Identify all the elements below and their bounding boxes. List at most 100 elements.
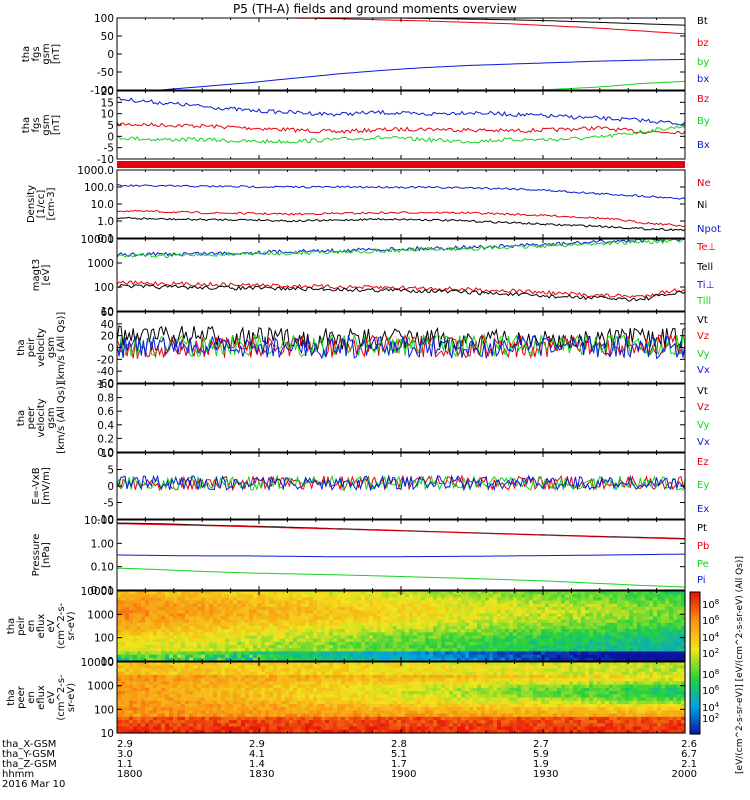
heat-cell: [209, 657, 214, 662]
heat-cell: [321, 591, 326, 595]
heat-cell: [381, 641, 386, 646]
heat-cell: [533, 626, 538, 630]
heat-cell: [353, 657, 358, 662]
heat-cell: [277, 716, 282, 721]
heat-cell: [137, 651, 142, 656]
heat-cell: [353, 603, 358, 608]
heat-cell: [549, 600, 554, 605]
heat-cell: [233, 645, 238, 649]
heat-cell: [145, 654, 150, 659]
heat-cell: [553, 635, 558, 640]
heat-cell: [277, 700, 282, 705]
heat-cell: [373, 648, 378, 653]
heat-cell: [305, 606, 310, 611]
heat-cell: [261, 684, 266, 689]
heat-cell: [153, 700, 158, 705]
heat-cell: [301, 723, 306, 728]
heat-cell: [117, 594, 122, 598]
heat-cell: [521, 610, 526, 614]
heat-cell: [229, 641, 234, 646]
heat-cell: [309, 703, 314, 708]
heat-cell: [181, 703, 186, 708]
heat-cell: [273, 713, 278, 718]
heat-cell: [201, 723, 206, 728]
heat-cell: [285, 626, 290, 630]
heat-cell: [653, 600, 658, 605]
heat-cell: [165, 691, 170, 695]
heat-cell: [641, 629, 646, 633]
heat-cell: [201, 668, 206, 673]
heat-cell: [121, 632, 126, 637]
heat-cell: [445, 641, 450, 646]
heat-cell: [181, 697, 186, 702]
heat-cell: [337, 691, 342, 695]
heat-cell: [249, 626, 254, 630]
heat-cell: [645, 641, 650, 646]
heat-cell: [217, 591, 222, 595]
heat-cell: [261, 674, 266, 679]
heat-cell: [617, 594, 622, 598]
heat-cell: [529, 606, 534, 611]
heat-cell: [417, 591, 422, 595]
heat-cell: [245, 632, 250, 637]
heat-cell: [165, 635, 170, 640]
heat-cell: [129, 694, 134, 699]
heat-cell: [309, 610, 314, 614]
heat-cell: [221, 635, 226, 640]
heat-cell: [229, 687, 234, 692]
heat-cell: [301, 697, 306, 702]
heat-cell: [153, 703, 158, 708]
heat-cell: [237, 723, 242, 728]
heat-cell: [569, 651, 574, 656]
heat-cell: [161, 694, 166, 699]
heat-cell: [269, 591, 274, 595]
heat-cell: [305, 619, 310, 624]
heat-cell: [629, 654, 634, 659]
heat-cell: [529, 610, 534, 614]
heat-cell: [241, 707, 246, 712]
heat-cell: [261, 645, 266, 649]
heat-cell: [625, 629, 630, 633]
heat-cell: [333, 616, 338, 621]
heat-cell: [357, 641, 362, 646]
heat-cell: [373, 594, 378, 598]
heat-cell: [129, 606, 134, 611]
heat-cell: [301, 600, 306, 605]
heat-cell: [353, 616, 358, 621]
heat-cell: [253, 613, 258, 618]
heat-cell: [121, 710, 126, 715]
y-tick-label-1-2: 10: [101, 109, 114, 121]
heat-cell: [237, 626, 242, 630]
heat-cell: [149, 606, 154, 611]
heat-cell: [421, 635, 426, 640]
heat-cell: [681, 619, 686, 624]
heat-cell: [381, 654, 386, 659]
heat-cell: [401, 622, 406, 627]
heat-cell: [261, 632, 266, 637]
heat-cell: [661, 613, 666, 618]
heat-cell: [601, 657, 606, 662]
heat-cell: [393, 594, 398, 598]
heat-cell: [169, 700, 174, 705]
heat-cell: [265, 700, 270, 705]
y-label-line: eflux: [36, 614, 47, 639]
heat-cell: [433, 626, 438, 630]
heat-cell: [145, 648, 150, 653]
heat-cell: [377, 626, 382, 630]
heat-cell: [277, 645, 282, 649]
heat-cell: [117, 674, 122, 679]
heat-cell: [461, 632, 466, 637]
heat-cell: [165, 662, 170, 666]
heat-cell: [489, 594, 494, 598]
heat-cell: [365, 619, 370, 624]
heat-cell: [125, 678, 130, 682]
heat-cell: [229, 610, 234, 614]
heat-cell: [665, 600, 670, 605]
heat-cell: [397, 629, 402, 633]
heat-cell: [501, 619, 506, 624]
heat-cell: [133, 635, 138, 640]
heat-cell: [273, 720, 278, 724]
heat-cell: [153, 707, 158, 712]
heat-cell: [201, 651, 206, 656]
heat-cell: [589, 606, 594, 611]
